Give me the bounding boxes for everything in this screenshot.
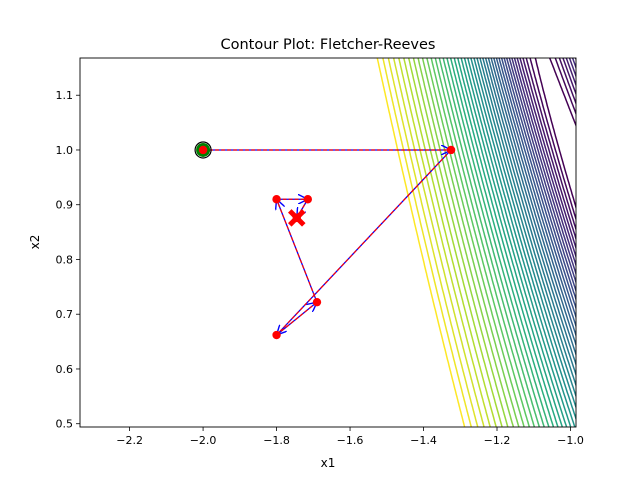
x-tick-label: −2.0 — [190, 434, 217, 447]
contour-level — [460, 58, 568, 427]
contour-lines — [376, 58, 576, 427]
contour-level — [376, 58, 466, 427]
contour-level — [487, 58, 576, 357]
contour-level — [522, 58, 576, 242]
x-tick-label: −1.4 — [410, 434, 437, 447]
contour-level — [479, 58, 576, 388]
contour-level — [473, 58, 576, 410]
y-tick-label: 0.6 — [56, 363, 74, 376]
contour-level — [503, 58, 576, 302]
contour-level — [421, 58, 520, 427]
x-tick-label: −2.2 — [116, 434, 143, 447]
contour-level — [453, 58, 559, 427]
contour-level — [529, 58, 576, 222]
contour-level — [438, 58, 541, 427]
x-axis-ticks: −2.2 −2.0 −1.8 −1.6 −1.4 −1.2 −1.0 — [116, 427, 584, 447]
iterate-point — [272, 195, 281, 204]
y-tick-label: 0.5 — [56, 418, 74, 431]
y-tick-label: 1.1 — [56, 89, 74, 102]
contour-level — [463, 58, 572, 427]
contour-level — [484, 58, 576, 367]
contour-level — [398, 58, 491, 427]
contour-level — [500, 58, 576, 311]
y-tick-label: 0.8 — [56, 253, 74, 266]
path-segment — [276, 301, 318, 336]
contour-level — [470, 58, 576, 422]
contour-level — [430, 58, 531, 427]
contour-level — [407, 58, 503, 427]
y-axis-label: x2 — [28, 235, 42, 250]
optimization-path — [203, 149, 452, 336]
x-axis-label: x1 — [321, 456, 336, 470]
contour-level — [434, 58, 536, 427]
contour-level — [513, 58, 576, 268]
plot-frame — [79, 57, 577, 428]
contour-level — [495, 58, 576, 329]
x-tick-label: −1.6 — [337, 434, 364, 447]
y-axis-ticks: 0.5 0.6 0.7 0.8 0.9 1.0 1.1 — [56, 89, 80, 431]
contour-level — [403, 58, 497, 427]
start-ring-outline — [194, 141, 212, 159]
x-tick-label: −1.8 — [263, 434, 290, 447]
iterate-markers — [194, 141, 456, 340]
contour-level — [534, 58, 576, 210]
contour-level — [426, 58, 525, 427]
contour-level — [417, 58, 515, 427]
contour-level — [467, 58, 576, 427]
contour-level — [498, 58, 576, 320]
contour-level — [493, 58, 576, 338]
iterate-point — [272, 330, 281, 340]
contour-level — [482, 58, 576, 378]
contour-level — [525, 58, 576, 232]
path-segment — [276, 149, 452, 336]
contour-level — [392, 58, 485, 427]
path-segment — [276, 199, 318, 303]
contour-level — [505, 58, 576, 293]
contour-level — [412, 58, 509, 427]
x-tick-label: −1.0 — [557, 434, 584, 447]
contour-level — [446, 58, 550, 427]
iterate-point — [198, 145, 208, 155]
contour-level — [382, 58, 473, 427]
y-tick-label: 1.0 — [56, 144, 74, 157]
contour-level — [457, 58, 564, 427]
iterate-point — [312, 297, 322, 307]
iterate-point — [446, 145, 456, 155]
contour-level — [508, 58, 576, 285]
iterate-point — [303, 195, 312, 204]
y-tick-label: 0.7 — [56, 308, 74, 321]
contour-level — [476, 58, 576, 399]
contour-level — [490, 58, 576, 348]
contour-level — [442, 58, 545, 427]
contour-level — [519, 58, 576, 251]
minimum-x-marker — [288, 209, 306, 227]
x-tick-label: −1.2 — [484, 434, 511, 447]
y-tick-label: 0.9 — [56, 199, 74, 212]
contour-level — [449, 58, 555, 427]
contour-level — [511, 58, 576, 277]
contour-level — [387, 58, 479, 427]
contour-level — [516, 58, 576, 259]
chart-title: Contour Plot: Fletcher-Reeves — [221, 37, 436, 53]
